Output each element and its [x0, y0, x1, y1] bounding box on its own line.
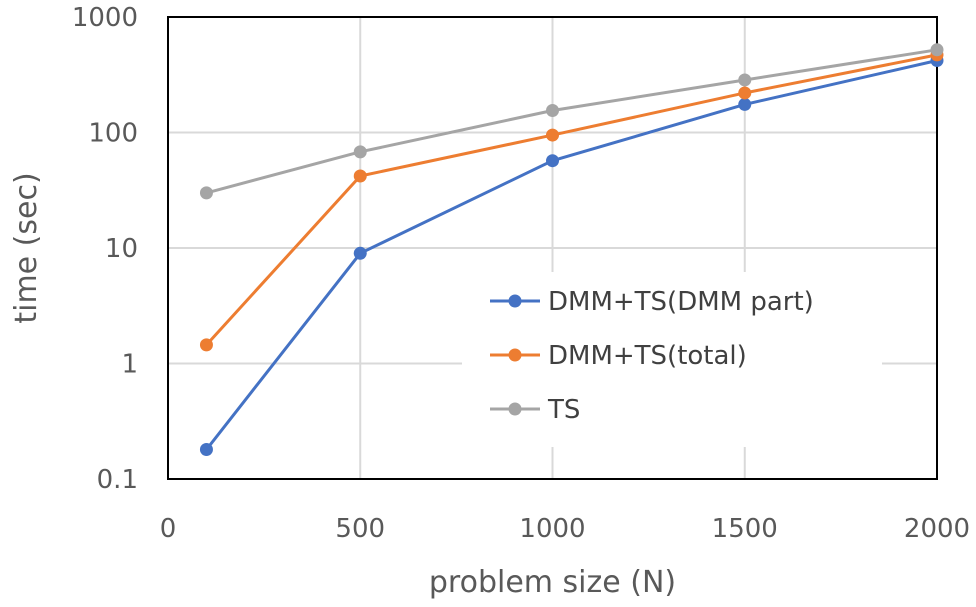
data-point [199, 443, 213, 457]
series-layer [199, 43, 944, 457]
series-2 [199, 43, 944, 200]
data-point [353, 169, 367, 183]
y-tick-labels: 0.1 1 10 100 1000 [72, 3, 138, 495]
legend-marker [508, 348, 522, 362]
y-tick-label: 10 [105, 234, 138, 264]
legend-marker [508, 402, 522, 416]
legend-marker [508, 294, 522, 308]
series-0 [199, 54, 944, 457]
data-point [930, 43, 944, 57]
y-tick-label: 0.1 [97, 465, 138, 495]
x-tick-label: 1500 [712, 514, 778, 544]
data-point [738, 86, 752, 100]
data-point [353, 145, 367, 159]
legend-entry: DMM+TS(DMM part) [490, 287, 814, 317]
legend-entry: DMM+TS(total) [490, 341, 747, 371]
series-line [206, 48, 938, 195]
x-axis-title: problem size (N) [429, 565, 676, 600]
y-axis-title: time (sec) [9, 172, 44, 323]
data-point [738, 97, 752, 111]
x-tick-labels: 0 500 1000 1500 2000 [160, 514, 970, 544]
x-tick-label: 500 [335, 514, 385, 544]
plot-area-frame [167, 16, 938, 480]
legend-label: TS [547, 395, 580, 425]
y-tick-label: 1 [121, 350, 138, 380]
legend: DMM+TS(DMM part) DMM+TS(total) TS [462, 272, 882, 447]
data-point [546, 128, 559, 142]
data-point [546, 104, 559, 118]
y-tick-label: 1000 [72, 3, 138, 33]
legend-entry: TS [490, 395, 580, 425]
y-tick-label: 100 [88, 119, 138, 149]
x-tick-label: 0 [160, 514, 177, 544]
data-point [738, 73, 752, 87]
x-tick-label: 2000 [904, 514, 970, 544]
legend-label: DMM+TS(total) [548, 341, 747, 371]
data-point [199, 186, 213, 200]
data-point [546, 154, 559, 168]
data-point [353, 246, 367, 260]
x-tick-label: 1000 [519, 514, 585, 544]
legend-label: DMM+TS(DMM part) [548, 287, 814, 317]
data-point [199, 338, 213, 352]
